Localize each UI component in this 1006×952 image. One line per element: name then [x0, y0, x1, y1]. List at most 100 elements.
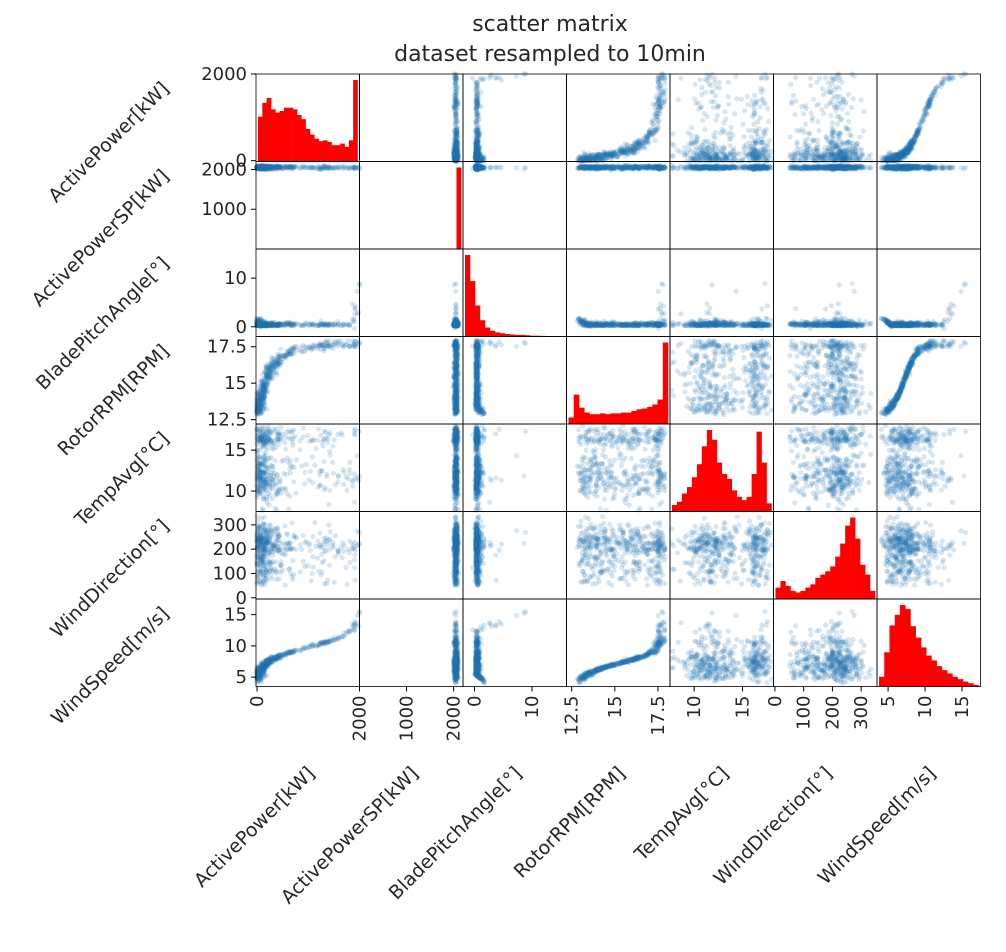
- scatter-point: [702, 111, 707, 116]
- scatter-point: [911, 134, 916, 139]
- cell-frame: [463, 162, 567, 250]
- scatter-point: [493, 165, 498, 170]
- scatter-point: [581, 165, 586, 170]
- scatter-point: [675, 148, 680, 153]
- scatter-point: [610, 154, 615, 159]
- cell-0-5: [774, 71, 878, 163]
- scatter-point: [453, 103, 458, 108]
- scatter-point: [838, 153, 843, 158]
- scatter-point: [767, 153, 772, 158]
- scatter-point: [670, 131, 675, 136]
- scatter-point: [751, 111, 756, 116]
- scatter-point: [523, 165, 528, 170]
- scatter-point: [514, 165, 519, 170]
- scatter-point: [832, 105, 837, 110]
- hist-bar: [310, 135, 315, 162]
- scatter-point: [839, 158, 844, 163]
- scatter-point: [858, 152, 863, 157]
- scatter-point: [831, 128, 836, 133]
- scatter-point: [712, 80, 717, 85]
- cell-frame: [877, 74, 981, 162]
- hist-bar: [288, 108, 293, 162]
- hist-bar: [327, 142, 332, 162]
- scatter-point: [853, 152, 858, 157]
- scatter-point: [699, 85, 704, 90]
- hist-bar: [323, 140, 328, 161]
- scatter-point: [750, 103, 755, 108]
- scatter-matrix-plot: 02000ActivePower[kW]10002000ActivePowerS…: [0, 0, 1006, 947]
- cell-1-3: [567, 162, 671, 250]
- scatter-point: [823, 75, 828, 80]
- scatter-point: [722, 146, 727, 151]
- scatter-point: [705, 145, 710, 150]
- scatter-point: [657, 165, 662, 170]
- scatter-point: [643, 134, 648, 139]
- scatter-point: [716, 165, 721, 170]
- scatter-point: [821, 111, 826, 116]
- scatter-point: [858, 97, 863, 102]
- scatter-point: [765, 148, 770, 153]
- cell-frame: [360, 162, 464, 250]
- scatter-point: [827, 85, 832, 90]
- scatter-point: [302, 165, 307, 170]
- scatter-point: [283, 164, 288, 169]
- scatter-point: [947, 75, 952, 80]
- scatter-point: [853, 142, 858, 147]
- scatter-point: [758, 147, 763, 152]
- scatter-point: [826, 80, 831, 85]
- scatter-point: [631, 151, 636, 156]
- scatter-point: [453, 75, 458, 80]
- scatter-point: [839, 147, 844, 152]
- cell-frame: [567, 162, 671, 250]
- scatter-point: [474, 167, 479, 172]
- scatter-point: [837, 102, 842, 107]
- hist-bar: [262, 103, 267, 162]
- scatter-point: [721, 120, 726, 125]
- scatter-point: [758, 158, 763, 163]
- scatter-point: [866, 154, 871, 159]
- scatter-point: [839, 80, 844, 85]
- scatter-point: [939, 80, 944, 85]
- scatter-point: [453, 111, 458, 116]
- chart-subtitle: dataset resampled to 10min: [0, 42, 1006, 67]
- scatter-point: [737, 152, 742, 157]
- hist-bar: [297, 115, 302, 161]
- scatter-point: [808, 76, 813, 81]
- scatter-point: [653, 138, 658, 143]
- scatter-point: [707, 156, 712, 161]
- scatter-point: [726, 101, 731, 106]
- scatter-point: [745, 102, 750, 107]
- scatter-point: [653, 127, 658, 132]
- scatter-point: [319, 165, 324, 170]
- scatter-point: [740, 156, 745, 161]
- scatter-point: [816, 128, 821, 133]
- scatter-point: [685, 153, 690, 158]
- scatter-point: [475, 145, 480, 150]
- scatter-point: [837, 85, 842, 90]
- scatter-point: [326, 166, 331, 171]
- scatter-point: [453, 158, 458, 163]
- scatter-point: [704, 77, 709, 82]
- scatter-point: [761, 133, 766, 138]
- scatter-point: [717, 80, 722, 85]
- hist-bar: [293, 109, 298, 161]
- scatter-point: [849, 133, 854, 138]
- scatter-point: [692, 97, 697, 102]
- scatter-point: [809, 111, 814, 116]
- scatter-point: [643, 164, 648, 169]
- scatter-point: [742, 108, 747, 113]
- scatter-point: [838, 118, 843, 123]
- scatter-point: [310, 165, 315, 170]
- scatter-point: [713, 118, 718, 123]
- scatter-point: [700, 118, 705, 123]
- scatter-point: [824, 89, 829, 94]
- scatter-point: [631, 167, 636, 172]
- scatter-point: [731, 132, 736, 137]
- scatter-point: [815, 119, 820, 124]
- scatter-point: [746, 154, 751, 159]
- scatter-point: [766, 119, 771, 124]
- scatter-point: [788, 82, 793, 87]
- scatter-point: [832, 76, 837, 81]
- scatter-point: [581, 158, 586, 163]
- scatter-point: [657, 97, 662, 102]
